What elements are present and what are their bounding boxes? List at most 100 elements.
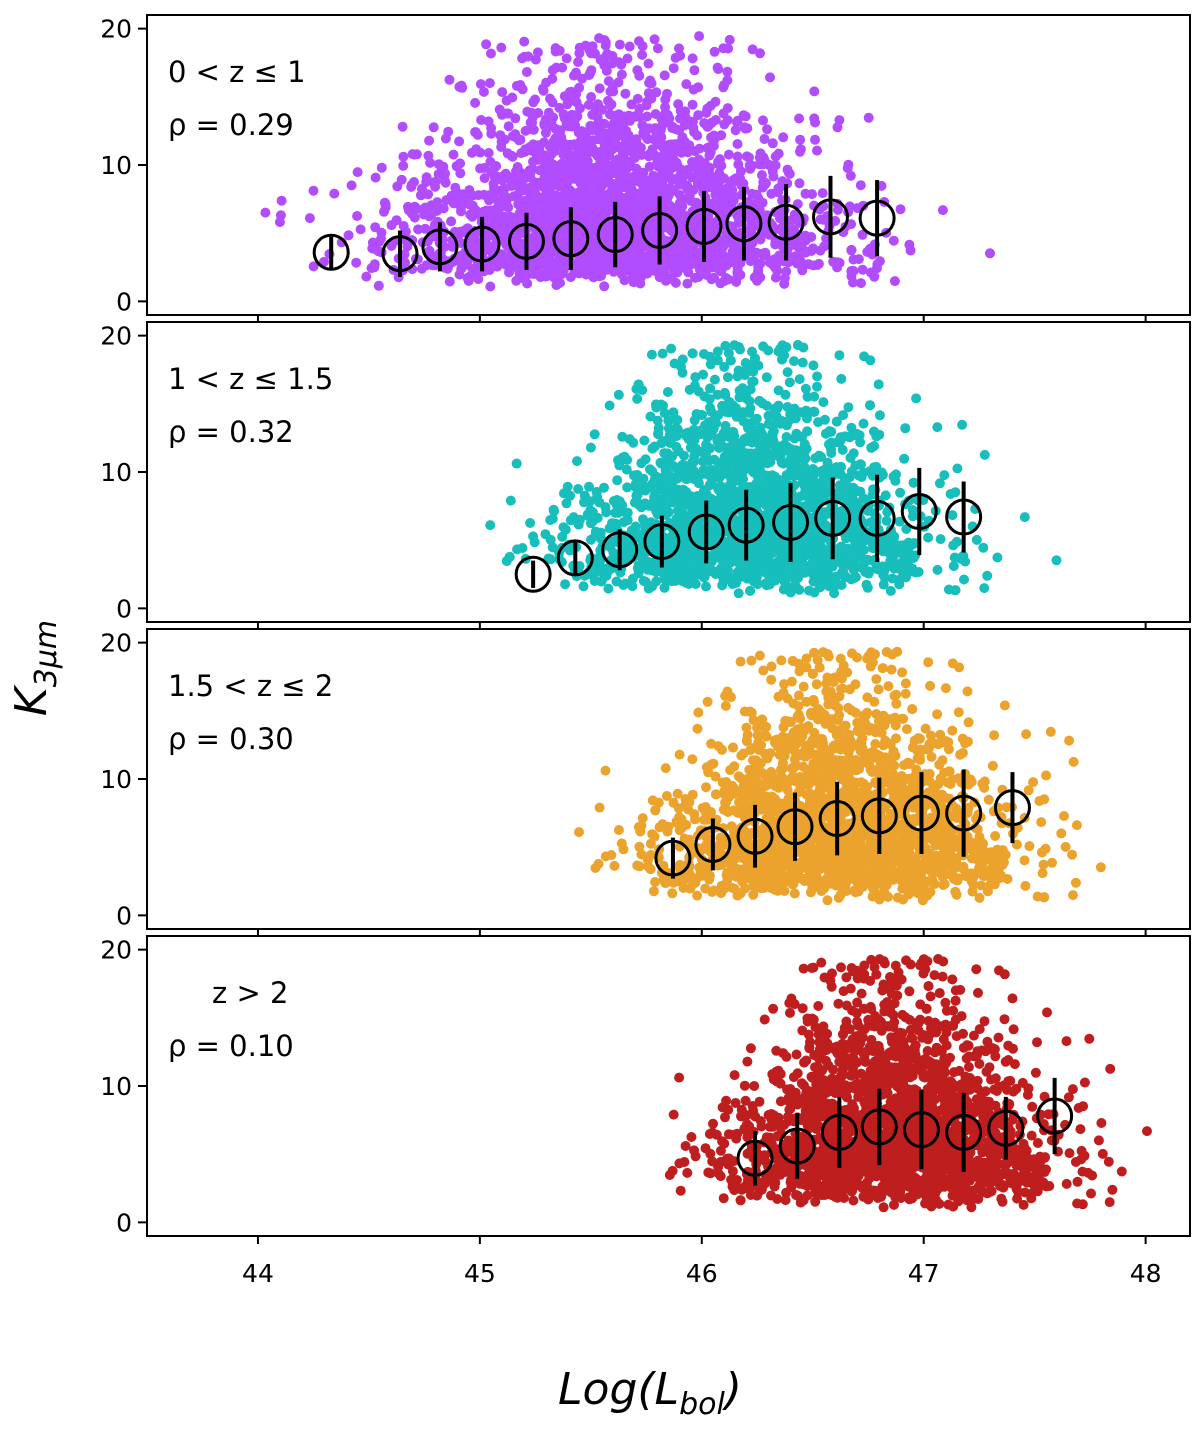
- data-point: [592, 162, 602, 172]
- data-point: [515, 80, 525, 90]
- data-point: [409, 177, 419, 187]
- data-point: [440, 176, 450, 186]
- data-point: [795, 178, 805, 188]
- data-point: [531, 181, 541, 191]
- data-point: [816, 467, 826, 477]
- data-point: [544, 164, 554, 174]
- data-point: [899, 571, 909, 581]
- data-point: [689, 65, 699, 75]
- data-point: [731, 240, 741, 250]
- data-point: [755, 438, 765, 448]
- data-point: [561, 146, 571, 156]
- data-point: [651, 476, 661, 486]
- data-point: [632, 65, 642, 75]
- y-tick-label: 20: [100, 15, 132, 44]
- data-point: [647, 467, 657, 477]
- data-point: [810, 135, 820, 145]
- data-point: [785, 415, 795, 425]
- data-point: [818, 397, 828, 407]
- data-point: [525, 518, 535, 528]
- data-point: [661, 501, 671, 511]
- data-point: [923, 533, 933, 543]
- data-point: [866, 443, 876, 453]
- data-point: [587, 250, 597, 260]
- data-point: [773, 475, 783, 485]
- data-point: [595, 83, 605, 93]
- data-point: [849, 266, 859, 276]
- data-point: [602, 198, 612, 208]
- data-point: [850, 511, 860, 521]
- data-point: [470, 98, 480, 108]
- data-point: [892, 540, 902, 550]
- data-point: [639, 436, 649, 446]
- data-point: [681, 474, 691, 484]
- data-point: [479, 163, 489, 173]
- data-point: [623, 508, 633, 518]
- data-point: [651, 400, 661, 410]
- data-point: [875, 410, 885, 420]
- data-point: [692, 220, 702, 230]
- data-point: [793, 340, 803, 350]
- data-point: [713, 355, 723, 365]
- data-point: [899, 454, 909, 464]
- data-point: [690, 146, 700, 156]
- data-point: [526, 167, 536, 177]
- data-point: [690, 435, 700, 445]
- data-point: [625, 116, 635, 126]
- data-point: [660, 102, 670, 112]
- data-point: [572, 262, 582, 272]
- data-point: [688, 100, 698, 110]
- data-point: [519, 37, 529, 47]
- data-point: [733, 116, 743, 126]
- data-point: [802, 426, 812, 436]
- data-point: [773, 257, 783, 267]
- data-point: [581, 270, 591, 280]
- data-point: [530, 95, 540, 105]
- data-point: [377, 163, 387, 173]
- data-point: [486, 129, 496, 139]
- data-point: [890, 276, 900, 286]
- data-point: [992, 553, 1002, 563]
- data-point: [809, 554, 819, 564]
- data-point: [604, 76, 614, 86]
- data-point: [932, 422, 942, 432]
- data-point: [512, 544, 522, 554]
- data-point: [741, 366, 751, 376]
- data-point: [421, 204, 431, 214]
- data-point: [719, 80, 729, 90]
- data-point: [682, 279, 692, 289]
- data-point: [843, 493, 853, 503]
- data-point: [731, 253, 741, 263]
- data-point: [725, 35, 735, 45]
- data-point: [531, 194, 541, 204]
- data-point: [603, 584, 613, 594]
- data-point: [329, 189, 339, 199]
- data-point: [514, 169, 524, 179]
- data-point: [734, 440, 744, 450]
- data-point: [260, 208, 270, 218]
- data-point: [753, 579, 763, 589]
- data-point: [356, 224, 366, 234]
- data-point: [841, 572, 851, 582]
- y-tick-label: 10: [100, 458, 132, 487]
- data-point: [809, 392, 819, 402]
- data-point: [649, 492, 659, 502]
- data-point: [591, 527, 601, 537]
- data-point: [794, 114, 804, 124]
- data-point: [895, 488, 905, 498]
- data-point: [687, 157, 697, 167]
- data-point: [856, 278, 866, 288]
- data-point: [554, 103, 564, 113]
- data-point: [978, 543, 988, 553]
- data-point: [647, 350, 657, 360]
- data-point: [808, 360, 818, 370]
- data-point: [795, 374, 805, 384]
- data-point: [413, 224, 423, 234]
- data-point: [738, 383, 748, 393]
- data-point: [816, 214, 826, 224]
- data-point: [689, 85, 699, 95]
- data-point: [432, 206, 442, 216]
- data-point: [661, 460, 671, 470]
- data-point: [820, 415, 830, 425]
- data-point: [657, 165, 667, 175]
